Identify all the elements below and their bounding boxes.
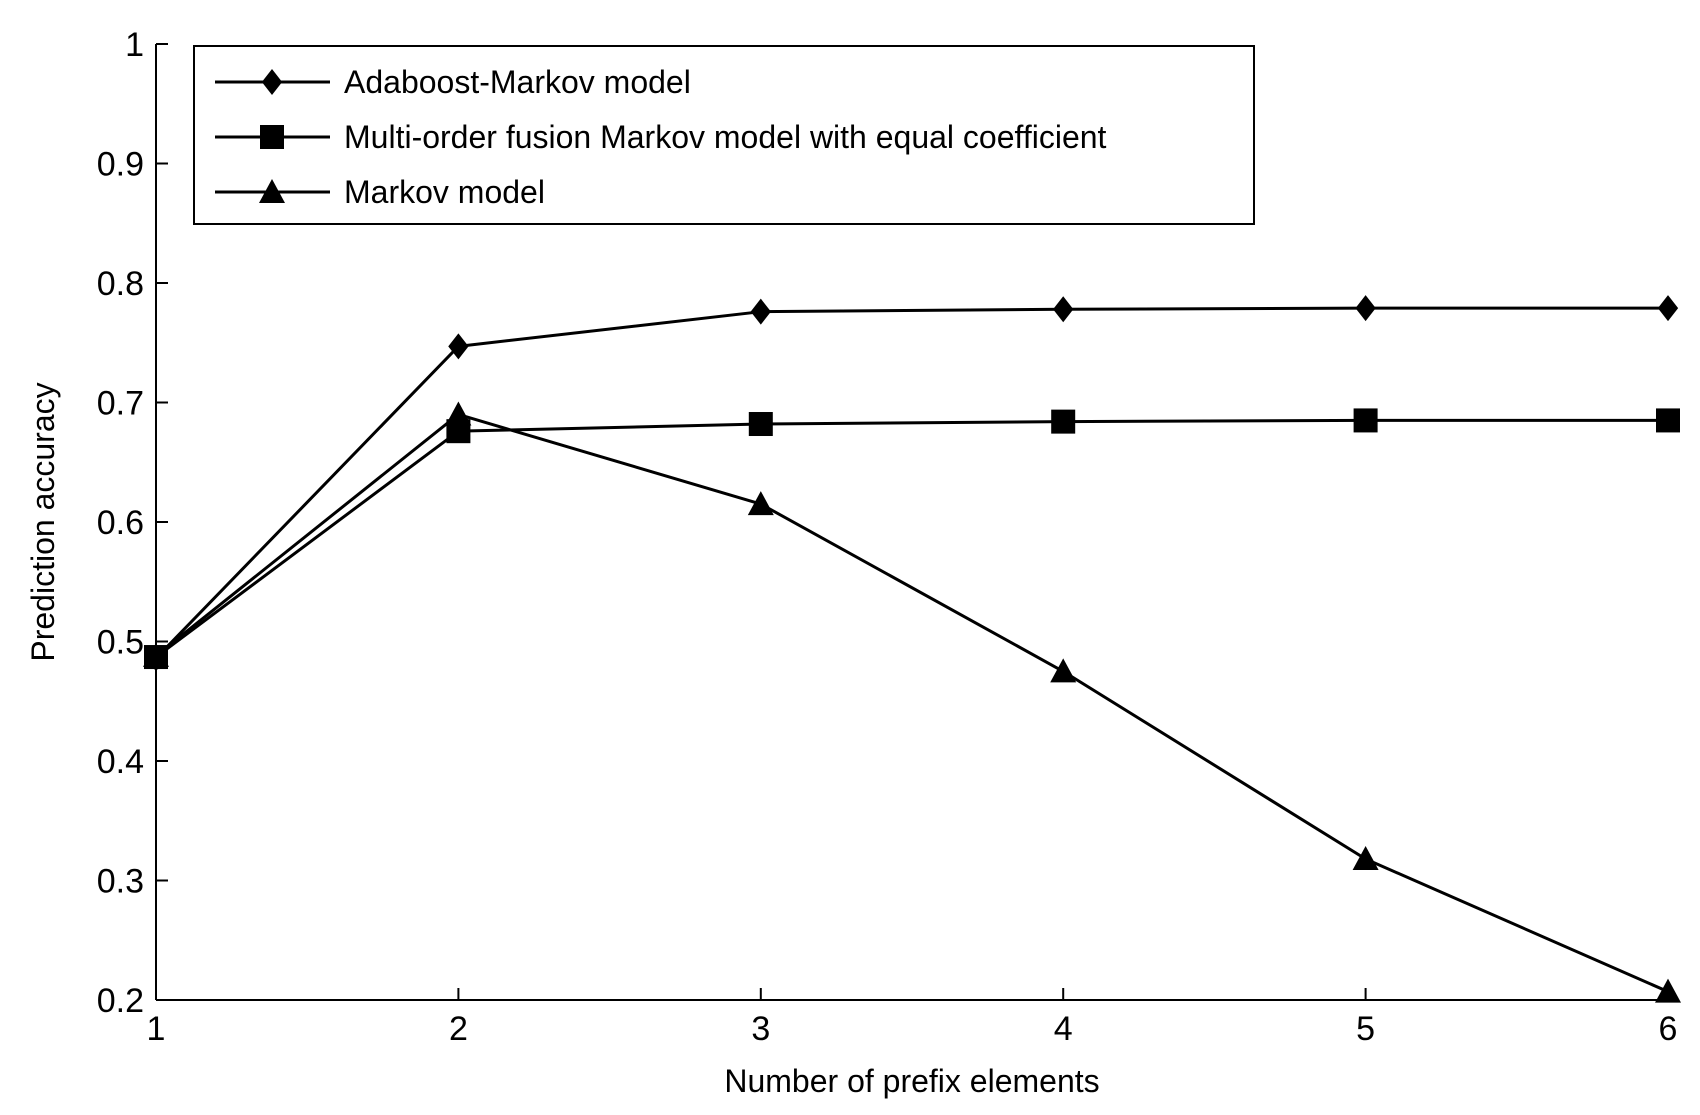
series-2: [144, 408, 1680, 670]
x-tick-label: 1: [147, 1010, 166, 1048]
axes: 0.2 0.3 0.4 0.5 0.6 0.7 0.8 0.9 1 1 2 3 4 5 6: [97, 26, 1678, 1048]
data-point-diamond: [1053, 296, 1074, 323]
data-point-diamond: [1355, 295, 1376, 322]
x-tick-label: 3: [751, 1010, 770, 1048]
legend-marker-square: [260, 125, 284, 149]
x-tick-label: 2: [449, 1010, 468, 1048]
data-point-triangle: [1352, 845, 1379, 871]
y-tick-label: 0.8: [97, 265, 144, 303]
series-line: [155, 418, 1668, 659]
y-tick-label: 0.6: [97, 504, 144, 542]
legend-item-1: Adaboost-Markov model: [215, 64, 691, 100]
x-axis-title: Number of prefix elements: [724, 1063, 1099, 1099]
y-tick-label: 0.3: [97, 863, 144, 901]
legend-marker-triangle: [259, 179, 285, 204]
series-1: [145, 295, 1679, 672]
data-point-diamond: [448, 333, 469, 360]
legend-item-2: Multi-order fusion Markov model with equ…: [215, 119, 1107, 155]
legend-label: Markov model: [344, 174, 545, 210]
data-point-triangle: [1655, 978, 1681, 1003]
y-tick-label: 0.7: [97, 385, 144, 423]
y-tick-label: 1: [125, 26, 144, 64]
x-tick-label: 6: [1659, 1010, 1678, 1048]
data-point-square: [1656, 408, 1680, 433]
data-point-diamond: [1657, 295, 1679, 322]
legend-marker-diamond: [261, 69, 283, 95]
data-point-triangle: [1050, 658, 1077, 683]
data-point-triangle: [747, 491, 774, 516]
legend-box: [193, 45, 1255, 225]
series-layer: [143, 295, 1681, 1003]
data-point-triangle: [445, 401, 472, 426]
data-point-square: [1353, 408, 1378, 433]
series-line: [155, 412, 1669, 994]
data-point-triangle: [143, 642, 169, 667]
legend-item-3: Markov model: [215, 174, 545, 210]
data-point-square: [748, 412, 773, 437]
series-3: [143, 401, 1681, 1003]
data-point-diamond: [750, 298, 771, 325]
legend: Adaboost-Markov model Multi-order fusion …: [193, 45, 1255, 225]
y-axis-title: Prediction accuracy: [25, 382, 61, 661]
x-tick-label: 5: [1356, 1010, 1375, 1048]
y-tick-label: 0.9: [97, 146, 144, 184]
legend-label: Adaboost-Markov model: [344, 64, 691, 100]
data-point-square: [1051, 409, 1076, 434]
legend-label: Multi-order fusion Markov model with equ…: [344, 119, 1107, 155]
series-line: [154, 306, 1668, 660]
x-tick-label: 4: [1054, 1010, 1073, 1048]
y-tick-label: 0.2: [97, 982, 144, 1020]
y-tick-label: 0.4: [97, 743, 144, 781]
y-tick-label: 0.5: [97, 624, 144, 662]
